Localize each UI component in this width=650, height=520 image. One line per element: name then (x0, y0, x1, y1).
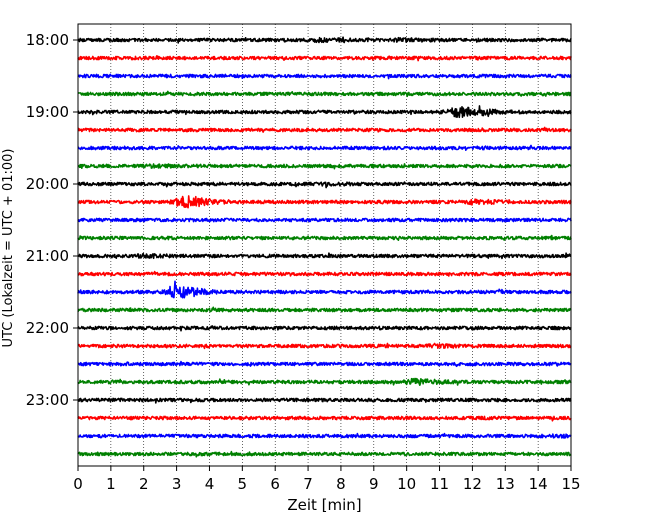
x-tick-label: 1 (106, 475, 116, 493)
y-tick-label: 18:00 (26, 31, 69, 49)
y-tick-label: 23:00 (26, 391, 69, 409)
y-axis-ticks: 18:00 19:00 20:00 21:00 22:00 23:00 (26, 31, 78, 409)
trace-2030 (77, 217, 572, 223)
x-tick-label: 12 (463, 475, 482, 493)
trace-2100 (77, 252, 572, 260)
trace-1845 (77, 90, 572, 98)
trace-2245 (77, 377, 572, 387)
y-tick-label: 21:00 (26, 247, 69, 265)
x-tick-label: 11 (430, 475, 449, 493)
trace-2045 (77, 234, 572, 241)
x-tick-label: 8 (336, 475, 346, 493)
plot-frame (77, 23, 572, 467)
trace-2130 (77, 280, 572, 299)
x-tick-label: 13 (496, 475, 515, 493)
x-tick-label: 5 (238, 475, 248, 493)
y-tick-label: 20:00 (26, 175, 69, 193)
y-tick-label: 19:00 (26, 103, 69, 121)
trace-2015 (77, 195, 572, 209)
trace-1915 (77, 126, 572, 133)
trace-1815 (77, 54, 572, 62)
trace-2345 (77, 450, 572, 458)
trace-2200 (77, 325, 572, 332)
x-tick-label: 15 (561, 475, 580, 493)
x-tick-label: 3 (172, 475, 182, 493)
x-axis-label: Zeit [min] (287, 496, 361, 514)
x-tick-label: 0 (73, 475, 83, 493)
x-axis-ticks: 0 1 2 3 4 5 6 7 8 9 10 11 12 13 14 15 (73, 466, 581, 493)
y-tick-label: 22:00 (26, 319, 69, 337)
trace-2230 (77, 360, 572, 368)
x-tick-label: 6 (270, 475, 280, 493)
trace-2000 (77, 181, 572, 189)
trace-2315 (77, 415, 572, 422)
y-axis-label: UTC (Lokalzeit = UTC + 01:00) (1, 149, 16, 348)
x-tick-label: 7 (303, 475, 313, 493)
trace-2145 (77, 306, 572, 313)
x-tick-label: 9 (369, 475, 379, 493)
trace-1830 (77, 73, 572, 80)
x-tick-label: 2 (139, 475, 149, 493)
trace-1945 (77, 163, 572, 170)
seismogram-traces (77, 36, 572, 458)
x-tick-label: 4 (205, 475, 215, 493)
x-tick-label: 14 (529, 475, 548, 493)
x-tick-label: 10 (397, 475, 416, 493)
trace-2330 (77, 432, 572, 439)
trace-1900 (77, 105, 572, 119)
trace-2300 (77, 397, 572, 404)
trace-1930 (77, 144, 572, 151)
trace-2115 (77, 270, 572, 277)
trace-1800 (77, 36, 572, 44)
trace-2215 (77, 342, 572, 350)
